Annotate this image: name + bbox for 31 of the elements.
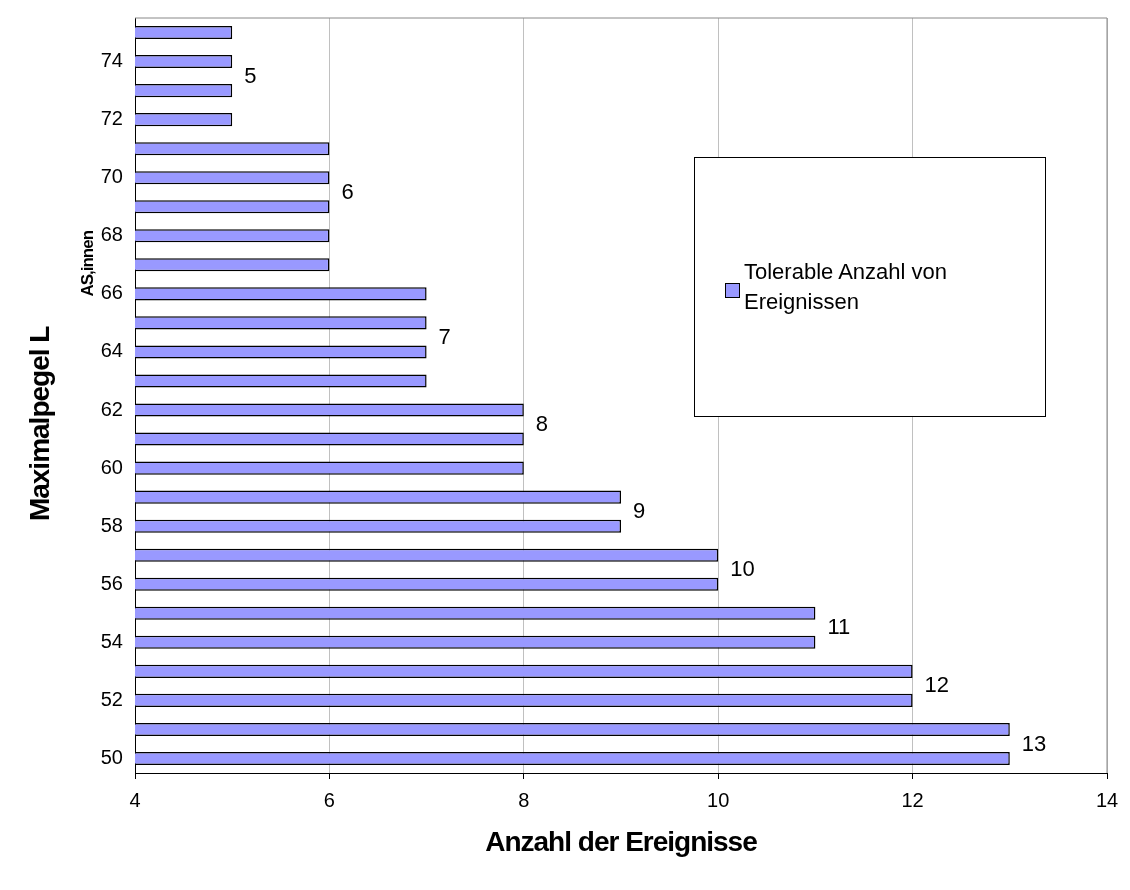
y-tick-label: 68 [100, 223, 123, 246]
data-label: 10 [730, 556, 755, 582]
y-tick-label: 60 [100, 455, 123, 478]
y-tick-label: 50 [100, 746, 123, 768]
x-tick-label: 4 [129, 788, 141, 811]
data-label: 7 [438, 324, 451, 349]
data-label: 12 [924, 672, 950, 698]
y-tick-label: 54 [100, 629, 123, 652]
x-tick-label: 8 [518, 788, 530, 811]
data-label: 6 [341, 178, 354, 204]
data-label: 13 [1021, 730, 1047, 756]
y-tick-label: 58 [100, 513, 123, 536]
x-tick-label: 14 [1095, 788, 1119, 811]
y-tick-label: 72 [100, 107, 123, 130]
data-label: 11 [827, 614, 851, 640]
legend-box: Tolerable Anzahl von Ereignissen [694, 157, 1046, 417]
y-tick-label: 64 [100, 339, 123, 362]
y-tick-label: 56 [100, 571, 123, 594]
x-tick-label: 12 [901, 788, 924, 811]
y-tick-label: 52 [100, 687, 123, 710]
x-tick-label: 10 [707, 788, 730, 811]
y-tick-label: 70 [100, 165, 123, 188]
data-label: 5 [244, 62, 257, 88]
x-tick-label: 6 [323, 788, 335, 811]
y-tick-label: 66 [100, 281, 123, 304]
data-label: 9 [633, 498, 646, 524]
legend-label: Tolerable Anzahl von Ereignissen [744, 258, 949, 316]
data-label: 8 [535, 411, 549, 437]
y-tick-label: 62 [100, 397, 123, 420]
y-tick-label: 74 [100, 49, 123, 72]
x-axis-title: Anzahl der Ereignisse [484, 826, 758, 858]
